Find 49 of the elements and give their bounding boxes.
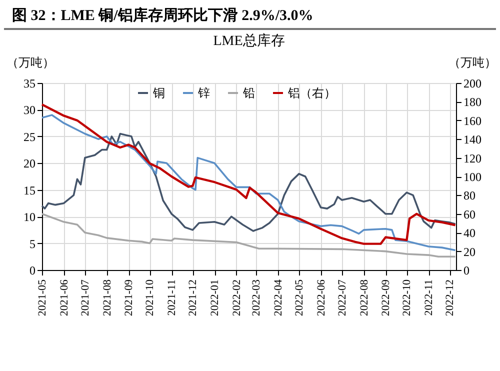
legend-label: 铅 xyxy=(242,86,255,100)
y-tick-label: 20 xyxy=(24,156,36,171)
x-tick-label: 2022-04 xyxy=(272,279,284,316)
x-tick-label: 2022-05 xyxy=(293,279,306,316)
x-tick-label: 2022-03 xyxy=(250,279,263,316)
y-axis-title: （万吨） xyxy=(6,56,54,70)
x-tick-label: 2021-12 xyxy=(187,280,200,316)
line-series xyxy=(41,213,456,258)
y2-tick-label: 120 xyxy=(464,151,482,166)
x-tick-label: 2022-09 xyxy=(380,279,392,316)
y2-tick-label: 100 xyxy=(464,170,482,184)
y-tick-label: 35 xyxy=(24,76,36,90)
x-tick-label: 2022-08 xyxy=(358,279,370,316)
x-tick-label: 2022-01 xyxy=(209,280,221,316)
y-tick-label: 10 xyxy=(24,210,36,224)
x-tick-label: 2021-09 xyxy=(123,279,136,316)
x-tick-label: 2021-06 xyxy=(58,279,70,316)
x-tick-label: 2021-10 xyxy=(144,279,156,316)
y2-tick-label: 180 xyxy=(464,95,482,110)
y2-tick-label: 60 xyxy=(464,207,476,222)
line-series xyxy=(41,132,456,232)
y2-tick-label: 40 xyxy=(464,226,476,240)
legend-label: 铝（右） xyxy=(287,86,336,100)
chart-title: 图 32：LME 铜/铝库存周环比下滑 2.9%/3.0% xyxy=(4,0,496,30)
x-tick-label: 2022-06 xyxy=(315,279,328,316)
x-tick-label: 2022-12 xyxy=(444,280,456,316)
x-tick-label: 2021-05 xyxy=(36,279,48,316)
y-tick-label: 0 xyxy=(30,264,36,278)
legend-label: 锌 xyxy=(197,86,210,100)
y-tick-label: 15 xyxy=(24,183,36,198)
x-tick-label: 2022-02 xyxy=(230,280,243,316)
y2-tick-label: 0 xyxy=(464,264,470,278)
y2-tick-label: 160 xyxy=(464,114,482,128)
y-tick-label: 30 xyxy=(24,103,36,118)
x-tick-label: 2022-11 xyxy=(423,280,436,316)
x-tick-label: 2022-07 xyxy=(336,279,348,316)
y2-tick-label: 200 xyxy=(464,76,482,90)
x-tick-label: 2021-11 xyxy=(166,280,178,316)
y2-tick-label: 140 xyxy=(464,132,482,147)
y2-axis-title: （万吨） xyxy=(448,56,496,70)
y2-tick-label: 80 xyxy=(464,188,476,203)
x-tick-label: 2021-07 xyxy=(79,279,92,316)
y-tick-label: 25 xyxy=(24,130,36,144)
x-tick-label: 2021-08 xyxy=(101,279,114,316)
y2-tick-label: 20 xyxy=(464,244,476,259)
x-tick-label: 2022-10 xyxy=(401,279,414,316)
legend-label: 铜 xyxy=(152,86,165,100)
y-tick-label: 5 xyxy=(30,236,36,251)
chart-subtitle: LME总库存 xyxy=(213,33,285,49)
